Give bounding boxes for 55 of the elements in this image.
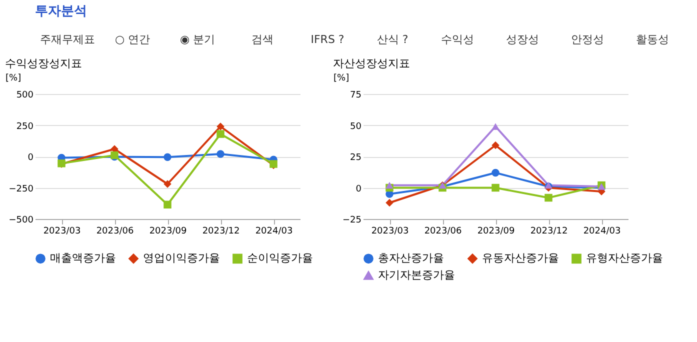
y-tick-label: 50: [350, 122, 362, 132]
x-tick-label: 2023/12: [530, 226, 568, 236]
point: [492, 141, 500, 150]
x-tick-label: 2023/03: [43, 226, 81, 236]
point: [216, 150, 224, 158]
x-tick-label: 2023/09: [477, 226, 515, 236]
y-tick-label: 250: [16, 122, 34, 132]
point: [164, 180, 172, 188]
legend-label: 유형자산증가율: [586, 252, 663, 265]
point: [544, 194, 552, 202]
text: ○ 연간: [114, 33, 150, 46]
text: 투자분석: [35, 4, 87, 19]
y-tick-label: −250: [8, 184, 34, 194]
point: [164, 200, 172, 208]
text: 검색: [252, 33, 274, 46]
legend-label: 총자산증가율: [378, 252, 444, 265]
point: [492, 184, 500, 192]
x-tick-label: 2024/03: [255, 226, 293, 236]
y-axis-title: [%]: [334, 74, 350, 84]
y-axis-title: [%]: [6, 74, 22, 84]
x-tick-label: 2023/06: [96, 226, 134, 236]
y-tick-label: 75: [350, 90, 362, 100]
legend-label: 순이익증가율: [247, 252, 313, 265]
text: 수익성: [441, 33, 474, 46]
y-tick-label: 25: [350, 153, 362, 163]
legend-label: 매출액증가율: [50, 252, 116, 265]
x-tick-label: 2023/06: [424, 226, 462, 236]
legend-label: 유동자산증가율: [482, 252, 559, 265]
text: 안정성: [571, 33, 604, 46]
x-tick-label: 2024/03: [583, 226, 621, 236]
x-tick-label: 2023/12: [202, 226, 240, 236]
point: [216, 122, 224, 130]
x-tick-label: 2023/03: [371, 226, 409, 236]
chart-title: 자산성장성지표: [333, 57, 410, 70]
text: 산식 ?: [376, 33, 408, 46]
text: 활동성: [636, 33, 669, 46]
y-tick-label: −500: [8, 216, 34, 226]
y-tick-label: 500: [16, 90, 34, 100]
y-tick-label: −25: [342, 216, 362, 226]
y-tick-label: 0: [28, 153, 34, 163]
legend-label: 영업이익증가율: [143, 252, 220, 265]
text: ◉ 분기: [180, 33, 216, 46]
y-tick-label: 0: [356, 184, 362, 194]
point: [492, 123, 500, 130]
x-tick-label: 2023/09: [149, 226, 187, 236]
point: [492, 168, 500, 177]
text: 성장성: [506, 33, 539, 46]
point: [386, 182, 394, 189]
point: [216, 130, 224, 138]
text: IFRS ?: [310, 33, 344, 46]
point: [164, 153, 172, 161]
chart-title: 수익성장성지표: [5, 57, 82, 70]
legend-label: 자기자본증가율: [378, 268, 455, 282]
text: 주재무제표: [40, 33, 95, 46]
point: [386, 198, 394, 207]
